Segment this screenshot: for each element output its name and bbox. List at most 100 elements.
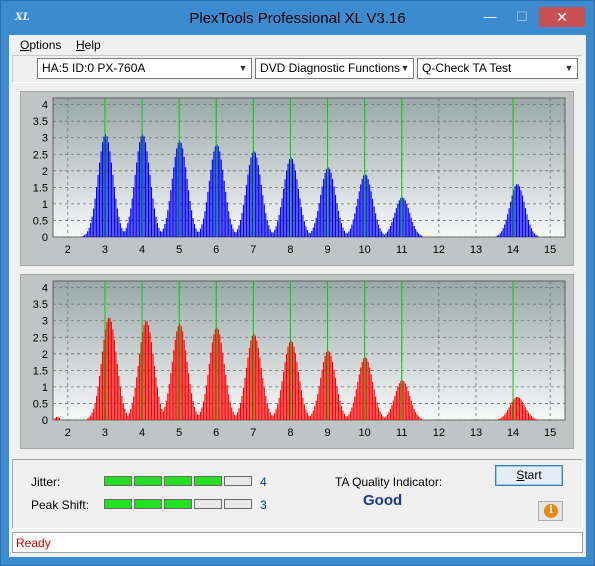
- maximize-button[interactable]: ☐: [516, 9, 528, 24]
- close-button[interactable]: ✕: [539, 7, 585, 27]
- histogram-bar: [237, 229, 239, 237]
- histogram-bar: [124, 231, 126, 237]
- y-tick-label: 2.5: [33, 149, 48, 161]
- histogram-bar: [234, 231, 236, 237]
- histogram-bar: [290, 340, 292, 420]
- histogram-bar: [275, 226, 277, 237]
- minimize-button[interactable]: —: [483, 9, 497, 24]
- histogram-bar: [174, 156, 176, 237]
- histogram-bar: [389, 225, 391, 237]
- histogram-bar: [136, 162, 138, 237]
- histogram-bar: [379, 411, 381, 420]
- bottom-chart: 0 0.5 1 1.5 2 2.5 3 3.5 4 2 3 4 5 6 7 8 9 10 11 12 13 14 15: [33, 280, 566, 439]
- histogram-bar: [283, 188, 285, 237]
- histogram-bar: [406, 203, 408, 237]
- test-select[interactable]: Q-Check TA Test ▼: [417, 58, 578, 79]
- histogram-bar: [520, 190, 522, 237]
- histogram-bar: [285, 353, 288, 420]
- histogram-bar: [394, 395, 396, 420]
- histogram-bar: [201, 407, 203, 420]
- histogram-bar: [336, 386, 338, 420]
- histogram-bar: [293, 346, 295, 420]
- histogram-bar: [507, 410, 509, 420]
- histogram-bar: [153, 208, 156, 237]
- histogram-bar: [180, 325, 182, 420]
- histogram-bar: [278, 397, 280, 420]
- histogram-bar: [284, 362, 286, 420]
- histogram-bar: [514, 397, 516, 420]
- histogram-bar: [232, 228, 234, 237]
- chevron-down-icon[interactable]: ▼: [400, 63, 410, 73]
- histogram-bar: [378, 224, 380, 237]
- histogram-bar: [256, 340, 258, 420]
- histogram-bar: [150, 187, 153, 237]
- histogram-bar: [277, 404, 279, 420]
- histogram-bar: [320, 194, 322, 237]
- peak-shift-label: Peak Shift:: [31, 498, 90, 512]
- histogram-bar: [174, 339, 176, 420]
- start-button[interactable]: Start: [495, 465, 563, 486]
- histogram-bar: [357, 198, 359, 237]
- histogram-bar: [176, 148, 178, 237]
- histogram-bar: [376, 402, 378, 420]
- histogram-bar: [101, 351, 104, 420]
- histogram-bar: [244, 195, 246, 237]
- histogram-bar: [198, 231, 200, 237]
- histogram-bar: [128, 216, 130, 237]
- histogram-bar: [361, 361, 363, 420]
- histogram-bar: [300, 390, 302, 420]
- menu-options[interactable]: Options: [20, 38, 61, 52]
- histogram-bar: [530, 416, 532, 420]
- histogram-bar: [364, 174, 366, 237]
- info-button[interactable]: i: [538, 501, 563, 521]
- y-tick-label: 3.5: [33, 299, 48, 311]
- histogram-bar: [150, 342, 153, 420]
- histogram-bar: [529, 224, 531, 237]
- histogram-bar: [226, 202, 228, 237]
- histogram-bar: [121, 227, 123, 237]
- test-select-value: Q-Check TA Test: [422, 61, 512, 75]
- quality-panel: [12, 459, 583, 529]
- histogram-bar: [343, 230, 345, 237]
- histogram-bar: [238, 225, 240, 237]
- menu-help[interactable]: Help: [76, 38, 101, 52]
- histogram-bar: [251, 335, 253, 420]
- histogram-bar: [315, 217, 317, 237]
- chart-panel-top: 0 0.5 1 1.5 2 2.5 3 3.5 4 2 3 4 5 6 7 8 9 10 11 12 13 14 15: [20, 91, 574, 266]
- histogram-bar: [281, 198, 283, 237]
- x-tick-label: 15: [544, 244, 556, 256]
- histogram-bar: [337, 210, 340, 237]
- histogram-bar: [360, 367, 362, 420]
- y-tick-label: 0.5: [33, 398, 48, 410]
- histogram-bar: [165, 401, 167, 420]
- plot-area: [52, 97, 566, 238]
- histogram-bar: [122, 231, 124, 237]
- drive-select[interactable]: HA:5 ID:0 PX-760A ▼: [37, 58, 252, 79]
- histogram-bar: [183, 156, 185, 237]
- histogram-bar: [367, 361, 369, 420]
- histogram-bar: [418, 233, 420, 237]
- chevron-down-icon[interactable]: ▼: [564, 63, 574, 73]
- function-select[interactable]: DVD Diagnostic Functions ▼: [255, 58, 414, 79]
- histogram-bar: [527, 412, 530, 420]
- histogram-bar: [204, 394, 206, 420]
- status-bar: Ready: [12, 532, 583, 553]
- histogram-bar: [358, 191, 360, 237]
- histogram-bar: [366, 358, 368, 420]
- x-tick-label: 12: [433, 427, 445, 439]
- histogram-bar: [253, 333, 255, 420]
- histogram-bar: [508, 208, 510, 237]
- histogram-bar: [193, 224, 196, 237]
- histogram-bar: [305, 409, 307, 420]
- x-tick-label: 8: [287, 427, 293, 439]
- histogram-bar: [107, 142, 110, 237]
- histogram-bar: [167, 210, 169, 237]
- title-bar[interactable]: XL PlexTools Professional XL V3.16 — ☐ ✕: [1, 1, 594, 35]
- histogram-bar: [266, 402, 268, 420]
- histogram-bar: [343, 413, 345, 420]
- chevron-down-icon[interactable]: ▼: [238, 63, 248, 73]
- histogram-bar: [521, 401, 524, 420]
- histogram-bar: [392, 217, 394, 237]
- histogram-bar: [97, 386, 99, 420]
